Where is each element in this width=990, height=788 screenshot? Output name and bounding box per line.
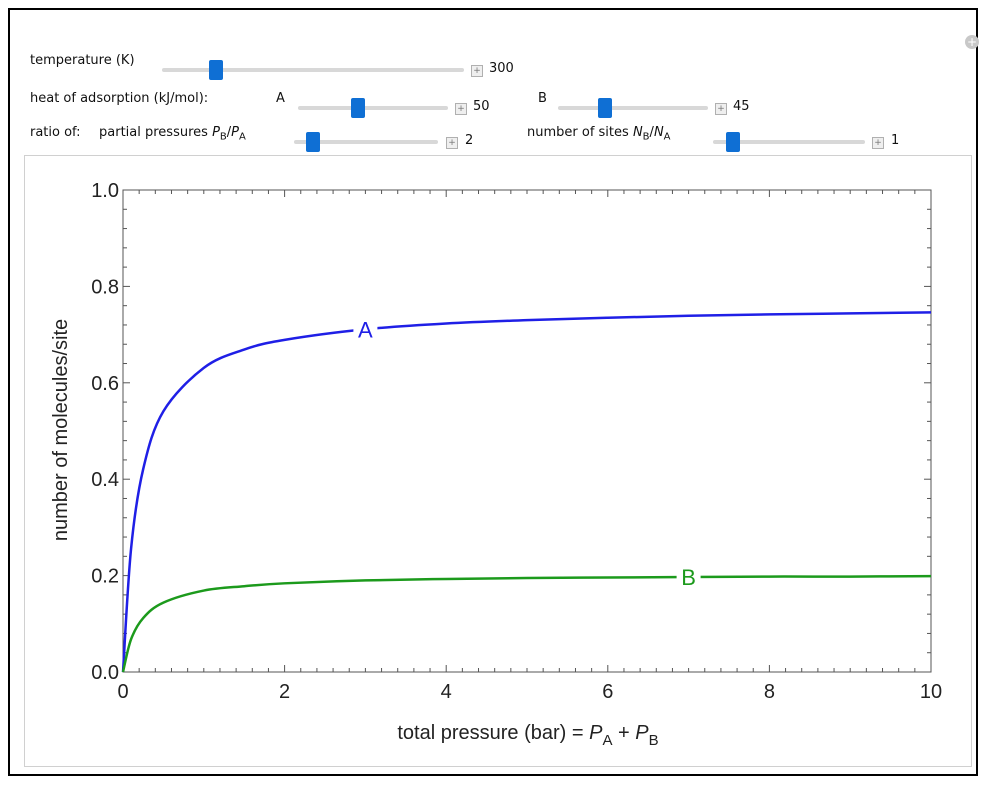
series-label-bg — [353, 316, 378, 343]
slider-thumb[interactable] — [209, 60, 224, 80]
partial-pressures-expand-icon[interactable]: + — [446, 137, 458, 149]
x-tick-label: 4 — [441, 681, 452, 703]
series-line-b — [121, 574, 932, 673]
heat-a-value: 50 — [473, 99, 490, 114]
y-axis-label: number of molecules/site — [50, 319, 72, 541]
heat-label: heat of adsorption (kJ/mol): — [30, 91, 209, 106]
y-tick-label: 0.8 — [91, 276, 119, 298]
y-tick-label: 0.6 — [91, 373, 119, 395]
heat-a-slider[interactable] — [298, 98, 448, 118]
number-of-sites-label: number of sites NB/NA — [527, 125, 671, 143]
slider-track — [162, 68, 464, 72]
ratio-label-prefix: ratio of: — [30, 125, 81, 140]
slider-track — [294, 140, 438, 144]
partial-pressures-label: partial pressures PB/PA — [99, 125, 246, 143]
x-tick-label: 6 — [602, 681, 613, 703]
slider-thumb[interactable] — [305, 132, 320, 152]
partial-pressures-value: 2 — [465, 133, 474, 148]
x-tick-label: 0 — [117, 681, 128, 703]
heat-a-expand-icon[interactable]: + — [455, 103, 467, 115]
series-line-a — [121, 311, 932, 673]
x-axis-label: total pressure (bar) = PA + PB — [397, 722, 658, 749]
plot-frame — [122, 189, 932, 673]
heat-b-label: B — [538, 91, 547, 106]
slider-thumb[interactable] — [725, 132, 740, 152]
x-tick-label: 2 — [279, 681, 290, 703]
series-label-a: A — [358, 317, 373, 342]
x-tick-label: 10 — [920, 681, 942, 703]
slider-track — [558, 106, 708, 110]
y-tick-label: 0.4 — [91, 469, 119, 491]
number-of-sites-slider[interactable] — [713, 132, 865, 152]
number-of-sites-value: 1 — [891, 133, 900, 148]
slider-thumb[interactable] — [351, 98, 365, 118]
temperature-label: temperature (K) — [30, 53, 135, 68]
series-label-bg — [676, 564, 701, 591]
options-plus-icon[interactable]: + — [965, 35, 979, 49]
temperature-value: 300 — [489, 61, 514, 76]
heat-b-slider[interactable] — [558, 98, 708, 118]
y-tick-label: 0.0 — [91, 662, 119, 684]
y-tick-label: 0.2 — [91, 566, 119, 588]
slider-track — [298, 106, 448, 110]
series-label-b: B — [681, 565, 696, 590]
heat-b-value: 45 — [733, 99, 750, 114]
partial-pressures-slider[interactable] — [294, 132, 438, 152]
y-tick-label: 1.0 — [91, 180, 119, 202]
heat-a-label: A — [276, 91, 285, 106]
slider-track — [713, 140, 865, 144]
plot-panel — [24, 155, 972, 767]
slider-thumb[interactable] — [597, 98, 612, 118]
number-of-sites-expand-icon[interactable]: + — [872, 137, 884, 149]
heat-b-expand-icon[interactable]: + — [715, 103, 727, 115]
temperature-slider[interactable] — [162, 60, 464, 80]
x-tick-label: 8 — [764, 681, 775, 703]
temperature-expand-icon[interactable]: + — [471, 65, 483, 77]
